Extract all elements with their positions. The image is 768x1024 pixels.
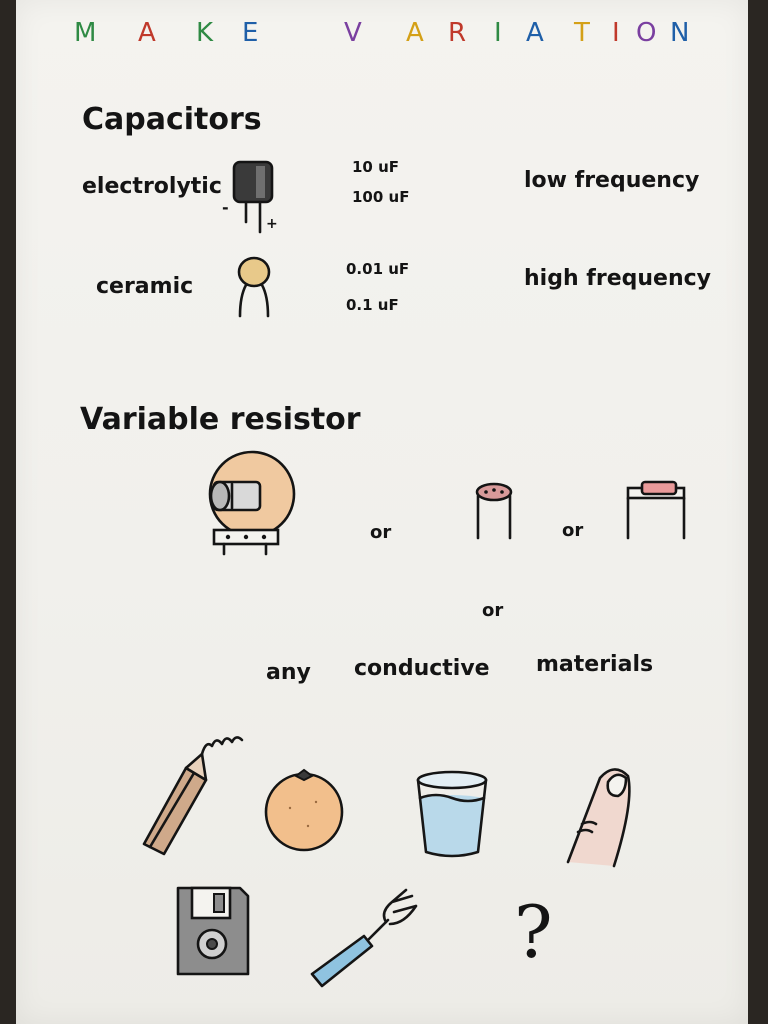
title-letter: K — [196, 18, 214, 48]
title-letter: R — [448, 18, 467, 48]
or-label: or — [482, 600, 504, 621]
photoresistor-icon — [475, 482, 513, 540]
floppy-disk-icon — [176, 886, 250, 976]
potentiometer-icon — [208, 450, 296, 556]
high-frequency-label: high frequency — [524, 266, 711, 291]
capacitance-value: 0.01 uF — [346, 260, 410, 278]
capacitors-heading: Capacitors — [82, 102, 262, 137]
question-mark: ? — [514, 890, 553, 974]
orange-icon — [264, 768, 344, 852]
ceramic-label: ceramic — [96, 274, 194, 299]
electrolytic-capacitor-icon — [232, 160, 274, 234]
electrolytic-label: electrolytic — [82, 174, 222, 199]
ceramic-capacitor-icon — [237, 256, 271, 318]
title-letter: T — [574, 18, 590, 48]
title-letter: I — [612, 18, 620, 48]
thermistor-icon — [626, 480, 686, 540]
notebook-page: M A K E V A R I A T I O N Capacitors ele… — [16, 0, 748, 1024]
materials-label: materials — [536, 652, 654, 677]
water-glass-icon — [416, 770, 488, 858]
title-letter: M — [74, 18, 97, 48]
plus-sign: + — [266, 216, 278, 232]
title-letter: N — [670, 18, 690, 48]
minus-sign: - — [222, 198, 229, 217]
or-label: or — [562, 520, 584, 541]
fork-icon — [310, 888, 418, 988]
any-label: any — [266, 660, 311, 685]
title-letter: I — [494, 18, 502, 48]
low-frequency-label: low frequency — [524, 168, 700, 193]
variable-resistor-heading: Variable resistor — [80, 402, 361, 437]
capacitance-value: 10 uF — [352, 158, 400, 176]
title-letter: O — [636, 18, 657, 48]
capacitance-value: 0.1 uF — [346, 296, 399, 314]
title-letter: A — [526, 18, 544, 48]
capacitance-value: 100 uF — [352, 188, 410, 206]
title-letter: A — [406, 18, 424, 48]
pencil-icon — [142, 736, 244, 856]
title-letter: V — [344, 18, 362, 48]
title-letter: E — [242, 18, 259, 48]
finger-icon — [566, 768, 631, 868]
title-letter: A — [138, 18, 156, 48]
conductive-label: conductive — [354, 656, 490, 681]
or-label: or — [370, 522, 392, 543]
